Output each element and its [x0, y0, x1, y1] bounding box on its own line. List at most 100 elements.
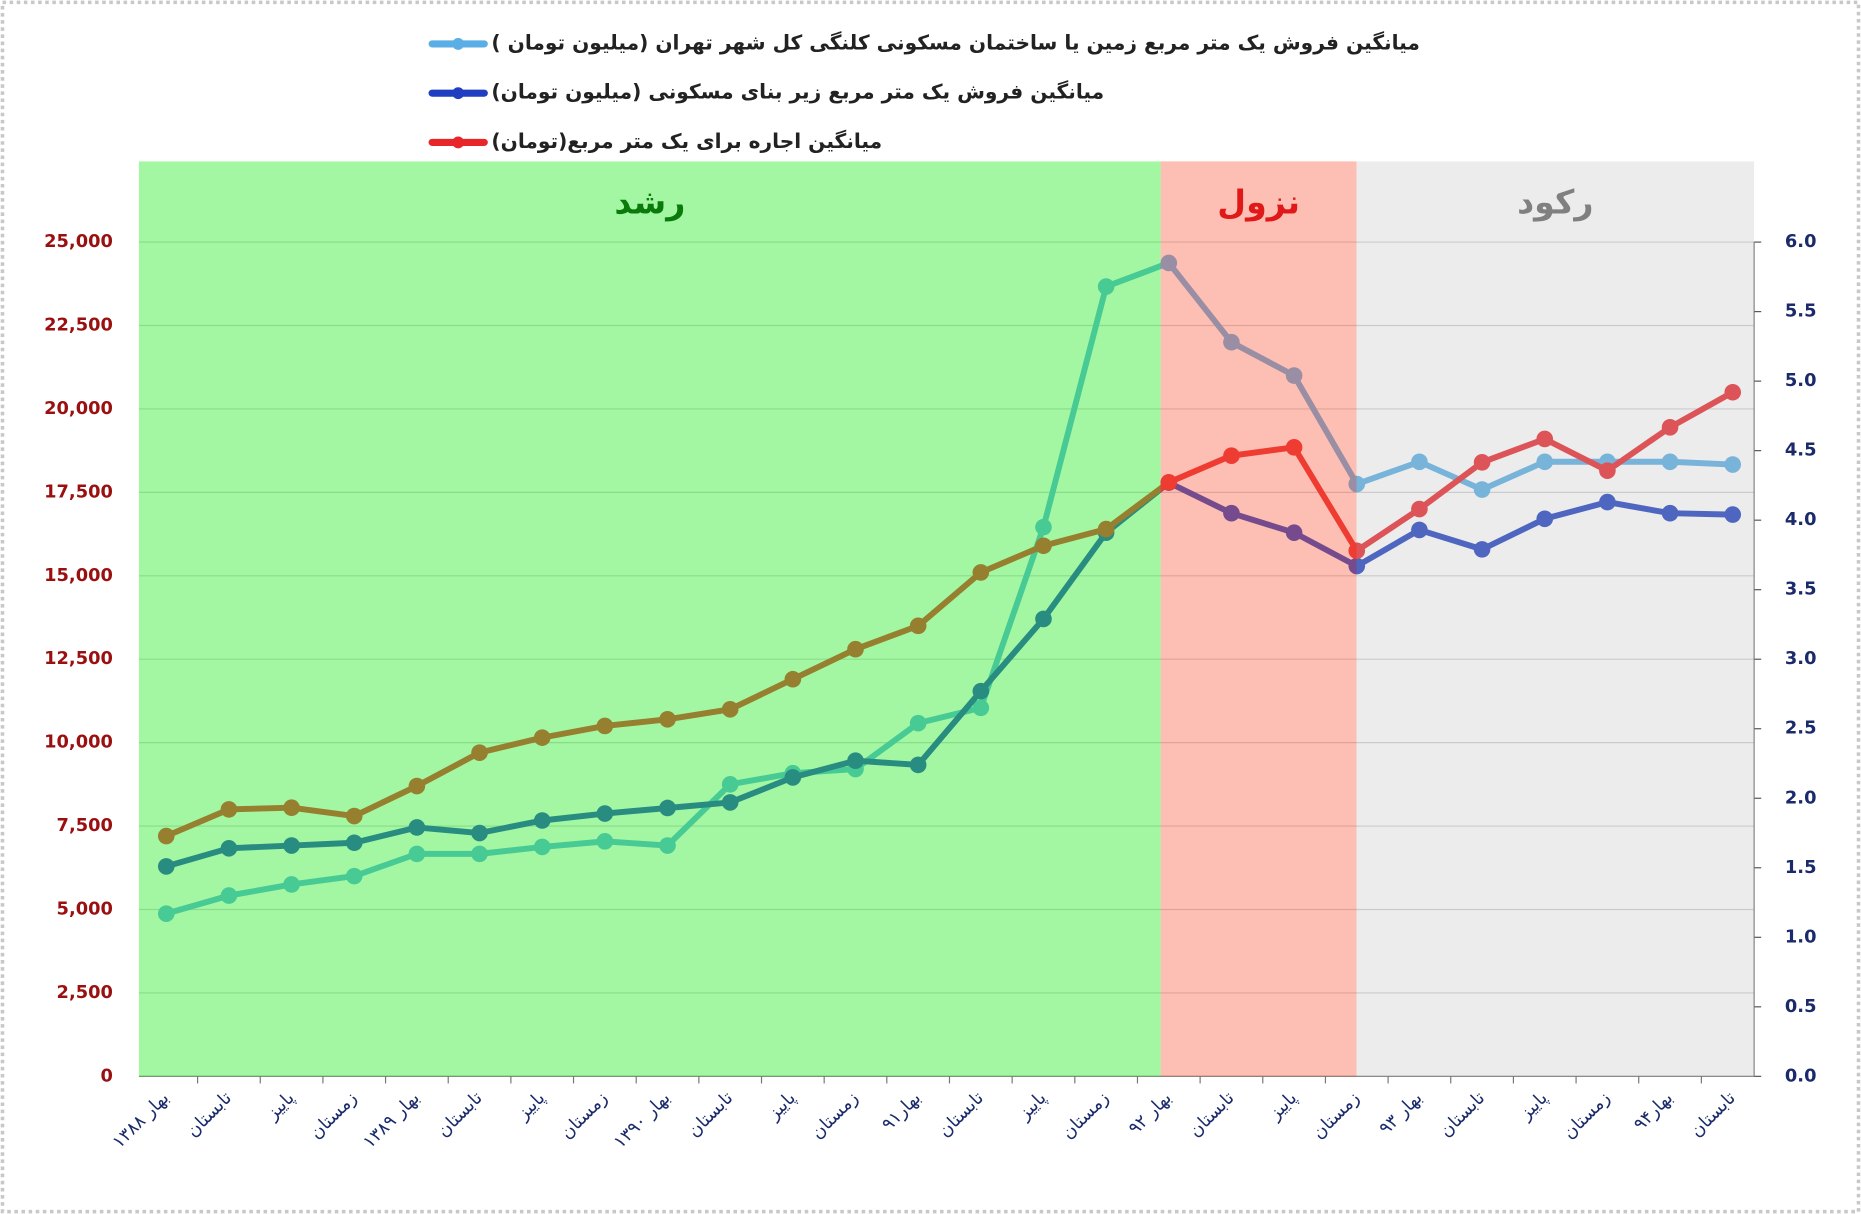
y2-tick-label: 4.5 [1785, 440, 1817, 461]
point [345, 834, 363, 852]
point [1035, 610, 1052, 628]
point [283, 837, 300, 854]
point [1724, 383, 1742, 401]
x-tick-label: تابستان [1185, 1088, 1239, 1142]
region-band [1160, 161, 1357, 1077]
point [596, 717, 614, 735]
x-tick-label: پاییز [1264, 1088, 1301, 1125]
series-line [165, 479, 1733, 870]
point [1536, 453, 1554, 471]
point [972, 682, 990, 700]
legend-marker [452, 37, 465, 50]
y-tick-label: 25,000 [44, 231, 113, 252]
y-tick-label: 10,000 [44, 732, 113, 753]
y-tick-label: 7,500 [57, 815, 113, 836]
x-tick-label: تابستان [182, 1088, 236, 1142]
y-tick-label: 17,500 [44, 481, 113, 502]
legend-marker [452, 87, 465, 100]
point [408, 777, 426, 795]
x-tick-label: زمستان [306, 1088, 362, 1144]
series-line [165, 389, 1735, 839]
point [345, 807, 363, 825]
x-tick-label: بهار ۹۳ [1375, 1088, 1427, 1140]
point [1223, 333, 1240, 351]
x-tick-label: پاییز [763, 1088, 800, 1125]
x-tick-label: بهار۹۱ [878, 1088, 926, 1136]
x-tick-label: زمستان [1308, 1088, 1364, 1144]
x-tick-label: زمستان [807, 1088, 863, 1144]
point [471, 824, 488, 842]
y2-tick-label: 2.5 [1785, 718, 1817, 739]
point [345, 867, 363, 885]
point [1223, 447, 1240, 464]
y2-tick-label: 1.0 [1785, 926, 1817, 947]
point [533, 812, 551, 829]
point [471, 845, 488, 863]
region-label: رکود [1517, 183, 1593, 223]
point [659, 799, 676, 817]
point [909, 756, 927, 774]
point [784, 670, 802, 688]
y-tick-label: 2,500 [57, 982, 113, 1003]
point [1724, 506, 1742, 523]
y2-tick-label: 6.0 [1785, 231, 1817, 252]
x-tick-label: تابستان [433, 1088, 487, 1142]
point [1473, 454, 1491, 471]
y-tick-label: 0 [100, 1065, 112, 1086]
legend-label: میانگین فروش یک متر مربع زمین یا ساختمان… [491, 30, 1420, 54]
point [784, 769, 802, 786]
region-label: رشد [614, 183, 685, 222]
y-tick-label: 12,500 [44, 648, 113, 669]
x-tick-label: بهار ۹۲ [1124, 1088, 1176, 1140]
point [1661, 418, 1679, 436]
point [909, 617, 927, 635]
region-band [138, 161, 1161, 1077]
x-tick-label: پاییز [262, 1088, 299, 1125]
y2-tick-label: 0.0 [1785, 1065, 1817, 1086]
point [1285, 439, 1303, 456]
point [847, 640, 864, 658]
x-tick-label: پاییز [1013, 1088, 1050, 1125]
point [1536, 430, 1554, 448]
point [1223, 504, 1240, 522]
y2-tick-label: 3.5 [1785, 579, 1817, 600]
y2-tick-label: 2.0 [1785, 787, 1817, 808]
point [1097, 278, 1115, 295]
point [1536, 510, 1554, 528]
x-tick-label: بهار ۱۳۸۹ [359, 1088, 424, 1153]
point [1285, 367, 1303, 384]
point [157, 905, 175, 922]
point [533, 729, 551, 746]
point [721, 700, 739, 718]
x-tick-label: زمستان [556, 1088, 612, 1144]
point [220, 887, 238, 904]
x-tick-label: تابستان [1435, 1088, 1489, 1142]
point [283, 876, 300, 893]
point [721, 794, 739, 811]
x-tick-label: تابستان [1686, 1088, 1740, 1142]
y2-tick-label: 3.0 [1785, 648, 1817, 669]
point [847, 752, 864, 770]
point [533, 838, 551, 856]
point [659, 710, 676, 728]
legend-label: میانگین فروش یک متر مربع زیر بنای مسکونی… [491, 80, 1104, 104]
region-label: نزول [1217, 183, 1300, 223]
point [1411, 521, 1428, 539]
point [1160, 474, 1178, 491]
y2-tick-label: 5.5 [1785, 301, 1817, 322]
x-tick-label: پاییز [512, 1088, 549, 1125]
x-tick-label: بهار ۱۳۸۸ [108, 1088, 173, 1153]
point [1599, 493, 1616, 511]
point [1473, 541, 1491, 558]
point [1724, 456, 1742, 473]
y2-tick-label: 0.5 [1785, 996, 1817, 1017]
point [1661, 504, 1679, 522]
x-tick-label: پاییز [1515, 1088, 1552, 1125]
point [220, 801, 238, 818]
point [1035, 537, 1052, 555]
point [408, 845, 426, 863]
point [157, 858, 175, 875]
y-tick-label: 22,500 [44, 315, 113, 336]
point [1348, 557, 1366, 575]
